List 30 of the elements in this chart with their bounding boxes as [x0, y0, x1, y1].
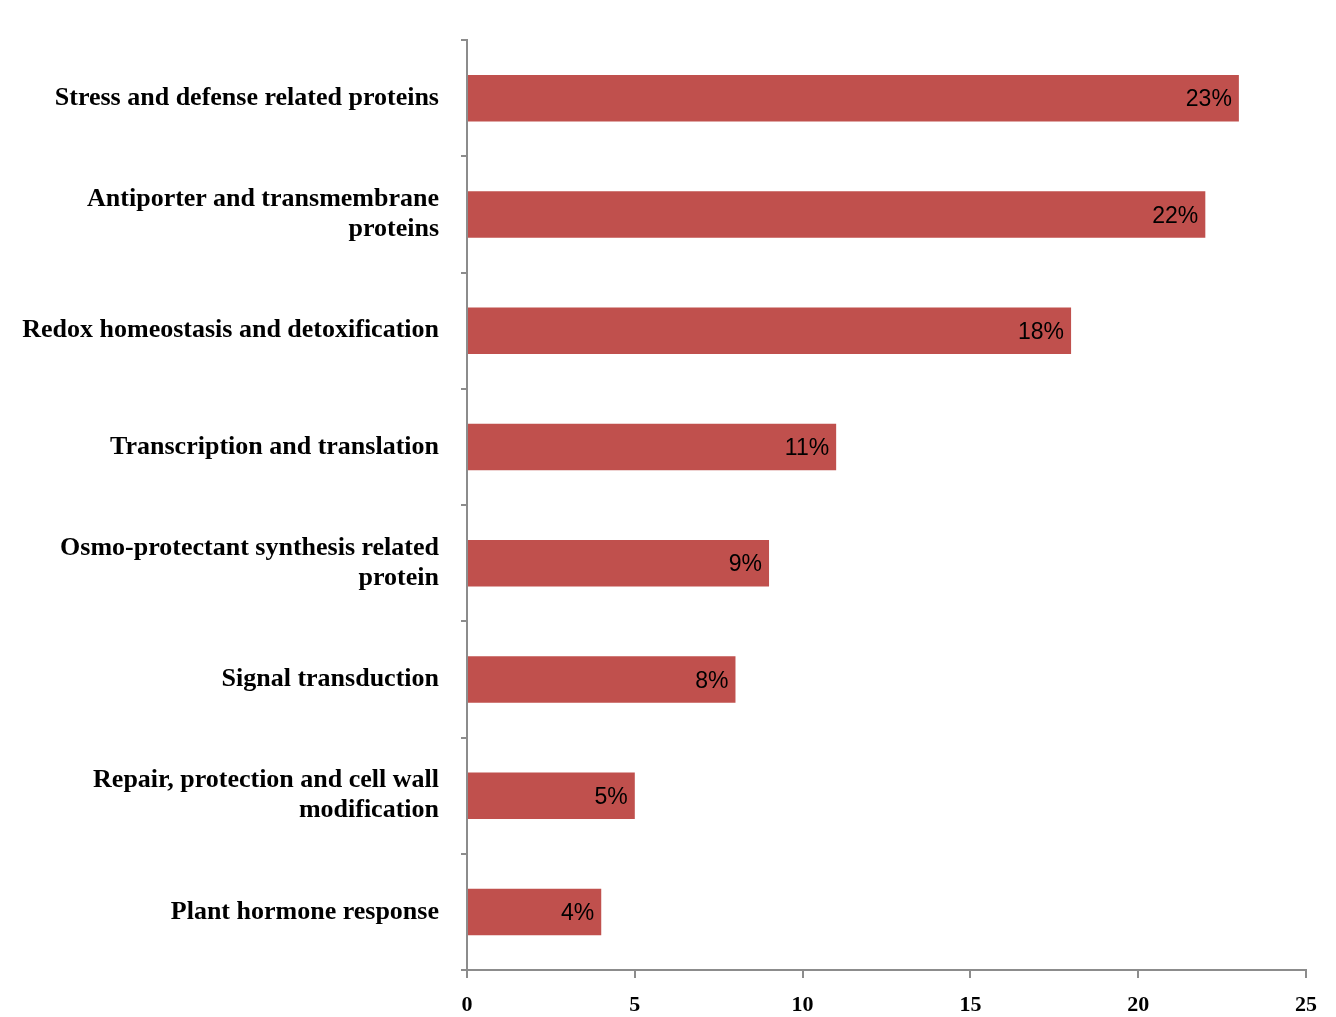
- y-tick-label: Redox homeostasis and detoxification: [22, 314, 440, 344]
- bar: [468, 423, 837, 471]
- x-tick-label: 10: [791, 990, 814, 1016]
- y-tick-label: Stress and defense related proteins: [54, 81, 439, 111]
- bar: [468, 656, 736, 703]
- y-tick-label: Repair, protection and cell wall modification: [93, 764, 440, 824]
- data-label: 5%: [594, 782, 628, 809]
- x-tick-label: 15: [959, 990, 982, 1016]
- data-label: 23%: [1185, 85, 1232, 112]
- data-label: 22%: [1152, 201, 1199, 228]
- y-tick-label: Osmo-protectant synthesis related protein: [60, 531, 440, 591]
- y-tick-label: Signal transduction: [221, 663, 440, 693]
- y-tick-label: Plant hormone response: [170, 895, 439, 925]
- data-label: 8%: [695, 666, 729, 693]
- bar: [468, 888, 602, 936]
- data-label: 4%: [560, 899, 595, 926]
- data-label: 18%: [1018, 317, 1065, 344]
- x-tick-label: 25: [1295, 990, 1317, 1016]
- x-tick-label: 5: [629, 990, 641, 1016]
- y-tick-label: Transcription and translation: [110, 430, 440, 460]
- bar: [468, 539, 770, 587]
- bar: [468, 772, 635, 819]
- y-tick-label: Antiporter and transmembrane proteins: [87, 183, 439, 243]
- x-tick-label: 0: [461, 990, 473, 1016]
- x-tick-label: 20: [1127, 990, 1150, 1016]
- data-label: 11%: [784, 434, 830, 461]
- bar: [468, 74, 1239, 122]
- data-label: 9%: [728, 550, 763, 577]
- bar: [468, 307, 1072, 354]
- bar: [468, 191, 1206, 238]
